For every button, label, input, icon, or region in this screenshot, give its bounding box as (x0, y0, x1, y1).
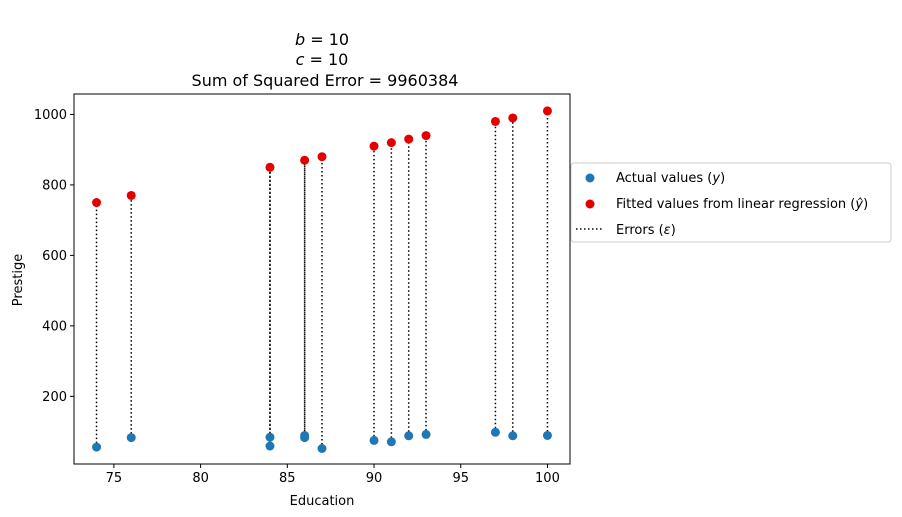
title-b-value: = 10 (305, 30, 349, 49)
fitted-point (126, 190, 136, 200)
fitted-points (92, 106, 552, 208)
y-tick-label: 600 (42, 249, 67, 264)
error-lines (95, 110, 549, 449)
title-b-var: b (295, 30, 305, 49)
x-tick-label: 90 (366, 471, 383, 486)
y-axis-ticks: 200 400 600 800 1000 (34, 108, 74, 405)
legend: Actual values (y) Fitted values from lin… (570, 162, 892, 243)
fitted-point (369, 141, 379, 151)
actual-point (404, 431, 414, 441)
y-axis-label: Prestige (11, 254, 26, 306)
fitted-point (265, 162, 275, 172)
x-axis-ticks: 75 80 85 90 95 100 (106, 464, 560, 486)
fitted-point (386, 138, 396, 148)
fitted-point (508, 113, 518, 123)
title-line-sse: Sum of Squared Error = 9960384 (192, 71, 459, 90)
plot-area (73, 93, 571, 465)
legend-errors-label: Errors (ε) (616, 223, 676, 238)
actual-point (490, 427, 500, 437)
y-tick-label: 400 (42, 319, 67, 334)
title-c-var: c (296, 50, 305, 69)
x-tick-label: 95 (452, 471, 469, 486)
legend-fitted-label: Fitted values from linear regression (ŷ) (616, 197, 868, 212)
legend-fitted-marker (585, 199, 595, 209)
y-tick-label: 200 (42, 390, 67, 405)
title-c-value: = 10 (304, 50, 348, 69)
actual-point (317, 443, 327, 453)
actual-point (265, 432, 275, 442)
fitted-point (421, 131, 431, 141)
actual-point (508, 431, 518, 441)
fitted-point (542, 106, 552, 116)
fitted-point (92, 198, 102, 208)
actual-point (421, 429, 431, 439)
x-tick-label: 80 (192, 471, 209, 486)
actual-points (92, 427, 552, 453)
x-tick-label: 100 (535, 471, 560, 486)
y-tick-label: 1000 (34, 108, 67, 123)
fitted-point (404, 134, 414, 144)
y-tick-label: 800 (42, 178, 67, 193)
legend-actual-marker (585, 173, 595, 183)
actual-point (300, 433, 310, 443)
x-axis-label: Education (290, 494, 355, 509)
title-line-b: b = 10 (295, 30, 349, 49)
actual-point (126, 433, 136, 443)
actual-point (369, 435, 379, 445)
fitted-point (317, 152, 327, 162)
fitted-point (490, 116, 500, 126)
x-tick-label: 75 (106, 471, 123, 486)
title-line-c: c = 10 (296, 50, 349, 69)
legend-actual-label: Actual values (y) (616, 171, 725, 186)
actual-point (542, 430, 552, 440)
actual-point (265, 441, 275, 451)
actual-point (92, 442, 102, 452)
actual-point (386, 437, 396, 447)
fitted-point (300, 155, 310, 165)
x-tick-label: 85 (279, 471, 296, 486)
legend-box (570, 162, 892, 243)
